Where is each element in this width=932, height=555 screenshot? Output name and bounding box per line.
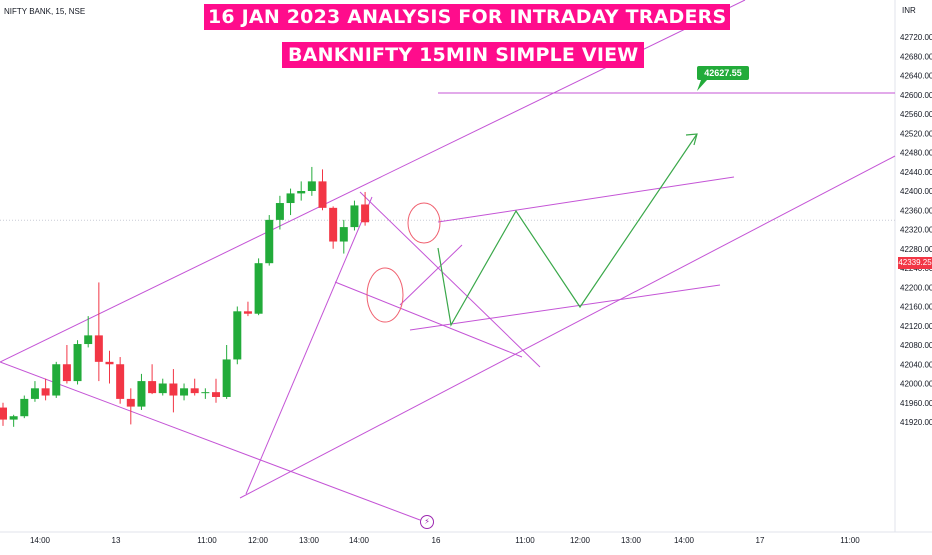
x-tick-label: 11:00: [840, 536, 860, 545]
candle: [286, 193, 295, 204]
candle: [116, 364, 125, 399]
y-tick-label: 42640.00: [900, 72, 932, 81]
candle: [190, 388, 199, 394]
highlight-circle: [407, 202, 441, 244]
y-tick-label: 42400.00: [900, 187, 932, 196]
candle: [297, 191, 306, 194]
candle: [275, 203, 284, 220]
candle: [137, 381, 146, 407]
y-tick-label: 41960.00: [900, 399, 932, 408]
trend-line: [239, 155, 896, 499]
y-tick-label: 42480.00: [900, 149, 932, 158]
x-tick-label: 14:00: [30, 536, 51, 545]
lightning-icon[interactable]: ⚡: [420, 515, 434, 529]
y-tick-label: 42360.00: [900, 206, 932, 215]
y-tick-label: 42600.00: [900, 91, 932, 100]
projection-arrow: [685, 133, 698, 146]
trend-line: [409, 284, 721, 331]
candle: [201, 392, 210, 394]
candle: [339, 227, 348, 242]
y-tick-label: 42720.00: [900, 33, 932, 42]
target-pointer: [697, 80, 707, 91]
target-price-label: 42627.55: [697, 66, 749, 80]
candle: [105, 361, 114, 365]
x-tick-label: 12:00: [570, 536, 591, 545]
trend-line: [437, 176, 735, 223]
candle: [307, 181, 316, 191]
symbol-label: NIFTY BANK, 15, NSE: [4, 7, 86, 16]
trend-line: [0, 361, 421, 521]
candle: [73, 344, 82, 382]
candle: [158, 383, 167, 394]
candle: [0, 407, 7, 420]
chart-subtitle: BANKNIFTY 15MIN SIMPLE VIEW: [282, 42, 645, 68]
y-tick-label: 42080.00: [900, 341, 932, 350]
x-tick-label: 13:00: [299, 536, 320, 545]
candle: [148, 381, 157, 394]
candle: [126, 398, 135, 407]
x-tick-label: 12:00: [248, 536, 269, 545]
candle: [361, 204, 370, 223]
trend-line: [399, 244, 463, 306]
y-tick-label: 42520.00: [900, 129, 932, 138]
x-tick-label: 16: [432, 536, 441, 545]
candle: [212, 392, 220, 397]
y-tick-label: 42680.00: [900, 52, 932, 61]
candle: [84, 335, 93, 345]
currency-label: INR: [902, 6, 916, 15]
trend-line: [334, 281, 523, 358]
candle: [318, 181, 327, 208]
candle: [52, 364, 61, 396]
x-tick-label: 14:00: [674, 536, 695, 545]
x-tick-label: 13:00: [621, 536, 642, 545]
y-tick-label: 42200.00: [900, 283, 932, 292]
candle: [169, 383, 178, 396]
candle: [350, 205, 359, 228]
y-tick-label: 42120.00: [900, 322, 932, 331]
x-tick-label: 11:00: [515, 536, 535, 545]
x-tick-label: 14:00: [349, 536, 370, 545]
candle: [94, 335, 103, 362]
x-tick-label: 11:00: [197, 536, 217, 545]
projection-path: [437, 133, 698, 327]
candle: [243, 311, 252, 314]
current-price-label: 42339.25: [898, 257, 932, 269]
candle: [180, 388, 189, 396]
y-tick-label: 42040.00: [900, 360, 932, 369]
y-tick-label: 42560.00: [900, 110, 932, 119]
chart-title: 16 JAN 2023 ANALYSIS FOR INTRADAY TRADER…: [204, 4, 731, 30]
candle: [233, 311, 242, 360]
y-tick-label: 42320.00: [900, 226, 932, 235]
trend-line: [245, 196, 373, 495]
candle: [20, 398, 29, 417]
candle: [41, 388, 50, 396]
y-tick-label: 41920.00: [900, 418, 932, 427]
y-tick-label: 42280.00: [900, 245, 932, 254]
candle: [329, 207, 338, 242]
candle: [62, 364, 71, 382]
x-tick-label: 13: [112, 536, 121, 545]
candle: [30, 388, 39, 399]
y-tick-label: 42440.00: [900, 168, 932, 177]
candle: [9, 416, 18, 420]
y-tick-label: 42000.00: [900, 380, 932, 389]
trend-line: [359, 191, 541, 368]
highlight-circle: [366, 267, 404, 323]
candle: [254, 263, 263, 314]
candle: [265, 219, 274, 264]
y-tick-label: 42160.00: [900, 303, 932, 312]
candle: [222, 359, 231, 397]
x-tick-label: 17: [756, 536, 765, 545]
